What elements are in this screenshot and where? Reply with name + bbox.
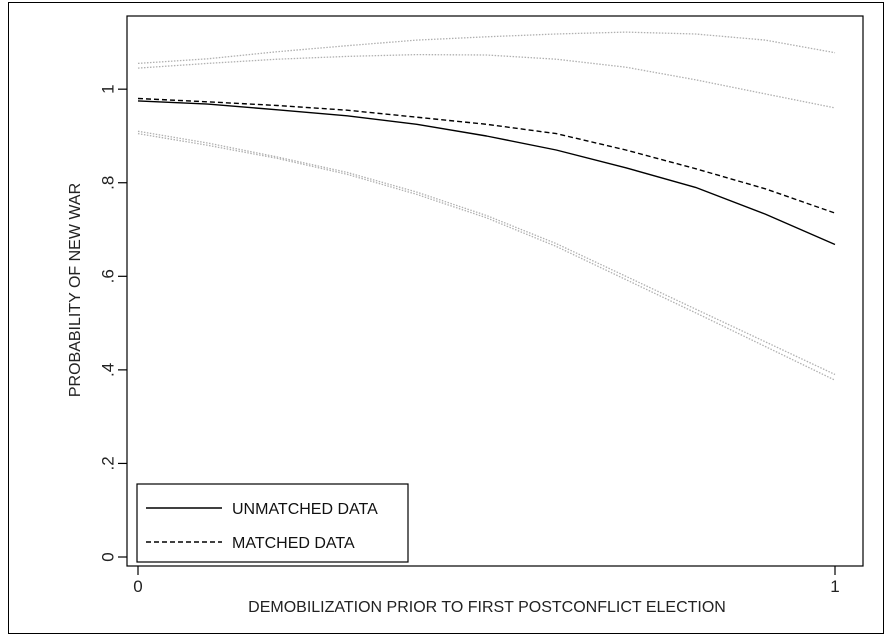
axes-layer: 0 .2 .4 .6 .8 1 0 1 [99,84,840,596]
confidence-bound-line [137,132,836,381]
x-tick-label: 0 [133,577,142,596]
y-tick-label: .6 [99,269,118,283]
unmatched-data-line [137,100,836,246]
confidence-bound-line [137,130,836,376]
plot-area [126,15,864,567]
legend-label-unmatched: UNMATCHED DATA [232,501,378,518]
x-axis-title: DEMOBILIZATION PRIOR TO FIRST POSTCONFLI… [248,599,726,616]
y-tick-label: .8 [99,176,118,190]
figure-frame [8,2,884,634]
legend-label-matched: MATCHED DATA [232,535,355,552]
y-tick-label: 0 [99,552,118,561]
legend-box [136,483,409,563]
x-tick-label: 1 [830,577,839,596]
y-tick-label: 1 [99,84,118,93]
y-tick-label: .4 [99,363,118,377]
series-layer [137,31,836,381]
confidence-bound-line [137,31,836,65]
legend: UNMATCHED DATA MATCHED DATA [136,483,409,563]
confidence-bound-line [137,53,836,109]
matched-data-line [137,97,836,214]
y-axis-title: PROBABILITY OF NEW WAR [67,183,84,397]
y-tick-label: .2 [99,456,118,470]
